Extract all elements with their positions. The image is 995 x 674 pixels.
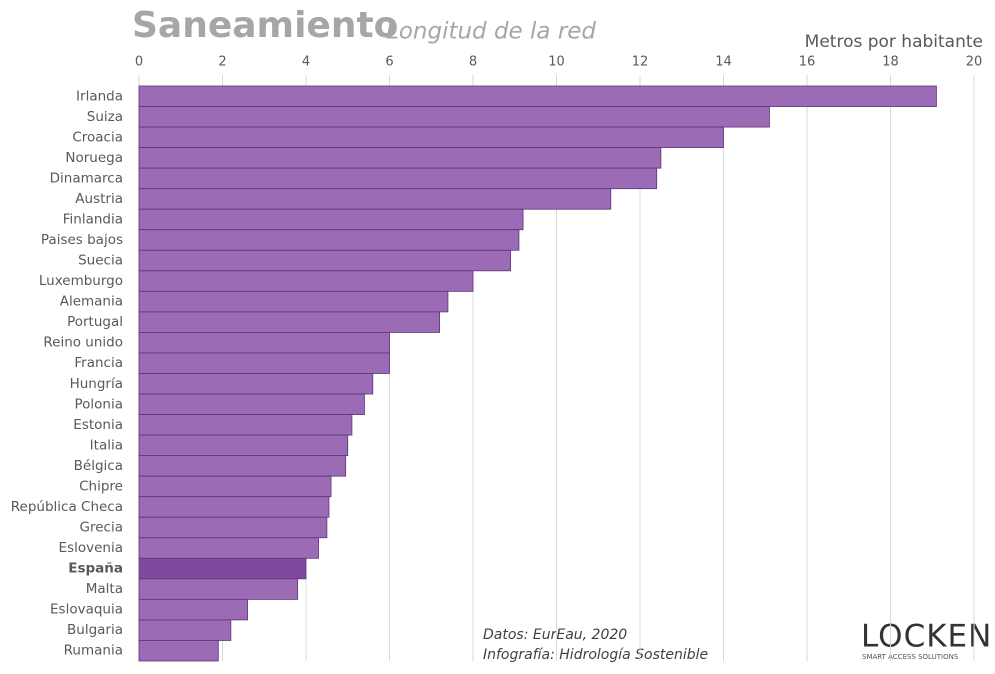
y-tick-label: España <box>68 561 123 577</box>
bar <box>138 475 332 498</box>
bar <box>138 578 299 600</box>
bar <box>138 619 232 641</box>
bar <box>138 332 390 354</box>
y-tick-label: Polonia <box>74 396 123 412</box>
y-tick-label: Dinamarca <box>50 170 123 186</box>
bar <box>138 557 307 580</box>
y-tick-label: Malta <box>86 581 123 597</box>
bar <box>138 229 520 251</box>
y-tick-label: Reino unido <box>43 335 123 351</box>
x-tick-label: 4 <box>302 55 310 70</box>
bar <box>138 126 724 149</box>
y-tick-label: Suiza <box>87 109 123 125</box>
bar <box>138 434 349 457</box>
bar <box>138 496 330 518</box>
chart-subtitle: Longitud de la red <box>386 19 596 45</box>
y-tick-label: Chipre <box>79 478 123 494</box>
y-tick-label: Alemania <box>60 294 123 310</box>
bar <box>138 188 612 210</box>
y-tick-label: Luxemburgo <box>39 273 123 289</box>
y-tick-label: Bulgaria <box>67 622 123 638</box>
bar <box>138 85 937 107</box>
chart-title: Saneamiento <box>132 5 398 46</box>
y-tick-label: Irlanda <box>76 88 123 104</box>
y-tick-label: Hungría <box>70 376 123 392</box>
bar <box>138 373 374 395</box>
y-tick-label: Portugal <box>67 314 123 330</box>
y-tick-label: Rumania <box>64 643 123 659</box>
bar <box>138 167 658 190</box>
x-tick-label: 10 <box>548 55 565 70</box>
bar <box>138 640 219 662</box>
x-tick-label: 8 <box>469 55 477 70</box>
y-tick-label: Finlandia <box>63 211 123 227</box>
y-tick-label: Francia <box>74 355 123 371</box>
x-tick-label: 20 <box>966 55 983 70</box>
bar <box>138 311 441 333</box>
bar <box>138 147 662 169</box>
bar <box>138 208 524 231</box>
bar <box>138 516 328 539</box>
y-tick-label: Croacia <box>72 129 123 145</box>
y-tick-label: Italia <box>90 437 123 453</box>
y-tick-label: Noruega <box>65 150 123 166</box>
x-tick-label: 12 <box>632 55 649 70</box>
y-tick-label: Paises bajos <box>41 232 123 248</box>
y-tick-label: Eslovaquia <box>50 602 123 618</box>
bar <box>138 249 511 272</box>
y-tick-label: Bélgica <box>74 458 123 474</box>
bar <box>138 414 353 436</box>
bar <box>138 393 365 415</box>
bar <box>138 537 319 559</box>
x-tick-label: 0 <box>135 55 143 70</box>
y-tick-label: República Checa <box>11 499 123 515</box>
source: Datos: EurEau, 2020 <box>483 627 627 643</box>
credit: Infografía: Hidrología Sostenible <box>483 647 708 663</box>
x-tick-label: 14 <box>715 55 732 70</box>
x-tick-label: 18 <box>882 55 899 70</box>
y-tick-label: Estonia <box>73 417 123 433</box>
x-tick-label: 6 <box>385 55 393 70</box>
y-tick-label: Grecia <box>80 520 123 536</box>
bar <box>138 290 449 313</box>
y-tick-label: Suecia <box>78 253 123 269</box>
bar <box>138 455 347 477</box>
bar <box>138 352 390 374</box>
x-tick-label: 2 <box>218 55 226 70</box>
bar <box>138 598 248 621</box>
axis-label: Metros por habitante <box>805 32 983 52</box>
bar <box>138 106 770 128</box>
y-tick-label: Austria <box>75 191 123 207</box>
y-tick-label: Eslovenia <box>59 540 123 556</box>
logo-tagline: SMART ACCESS SOLUTIONS <box>862 653 959 661</box>
logo: LOCKEN <box>861 619 992 655</box>
x-tick-label: 16 <box>799 55 816 70</box>
bar <box>138 270 474 292</box>
